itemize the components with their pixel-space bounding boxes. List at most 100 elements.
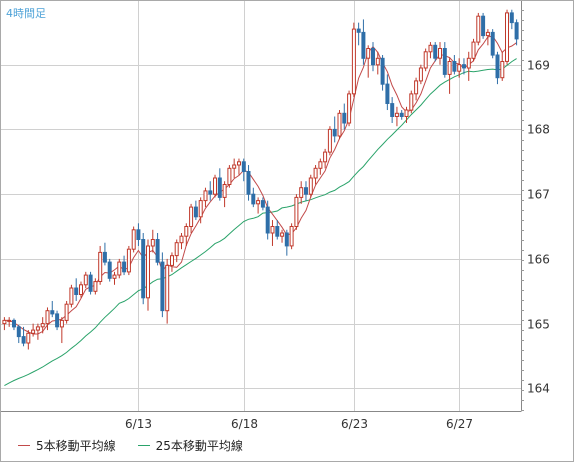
candle-up (126, 248, 131, 273)
candle-down (50, 310, 55, 315)
candle-up (35, 326, 40, 331)
candle-up (308, 177, 313, 195)
y-tick-label: 167 (527, 188, 550, 202)
candle-down (380, 57, 385, 85)
x-tick-label: 6/13 (125, 417, 152, 431)
candle-up (31, 329, 36, 334)
ma25-line (4, 58, 517, 387)
candle-up (112, 274, 117, 279)
candle-down (136, 229, 141, 241)
candle-up (289, 226, 294, 247)
candle-up (280, 232, 285, 237)
legend-item-ma25: 25本移動平均線 (137, 437, 243, 454)
candle-up (64, 303, 69, 321)
candle-up (174, 242, 179, 257)
candle-down (88, 274, 93, 292)
candle-up (471, 41, 476, 59)
candle-up (117, 261, 122, 276)
candle-up (59, 319, 64, 328)
candle-up (232, 164, 237, 169)
candle-up (366, 48, 371, 59)
grid-lines (0, 0, 521, 411)
legend-label-ma5: 5本移動平均線 (36, 439, 116, 453)
candle-up (93, 281, 98, 292)
candle-down (361, 31, 366, 59)
candle-up (505, 12, 509, 62)
candle-up (327, 128, 332, 153)
candle-down (481, 15, 486, 37)
candle-up (237, 161, 241, 166)
candle-up (227, 167, 232, 186)
candle-down (122, 261, 127, 273)
y-tick-label: 164 (527, 382, 550, 396)
candle-up (146, 245, 150, 299)
candle-up (165, 264, 170, 312)
candle-down (217, 177, 222, 198)
candle-up (203, 190, 208, 202)
candle-up (351, 28, 356, 95)
candle-down (304, 187, 308, 195)
candle-up (500, 61, 505, 79)
candle-up (457, 64, 462, 72)
candle-up (179, 235, 184, 244)
candle-down (12, 319, 16, 328)
ma25-swatch (137, 445, 150, 446)
candle-down (251, 193, 256, 205)
candles-layer (2, 9, 519, 350)
candle-up (323, 151, 328, 163)
candle-down (107, 261, 112, 279)
x-tick-label: 6/27 (446, 417, 473, 431)
candle-down (102, 251, 107, 263)
candle-down (342, 112, 347, 124)
candle-up (375, 57, 380, 66)
candle-down (490, 31, 495, 56)
candle-down (241, 161, 246, 173)
candle-down (160, 261, 165, 312)
candle-down (208, 190, 213, 195)
candle-down (16, 326, 21, 338)
legend-label-ma25: 25本移動平均線 (155, 439, 243, 453)
candle-up (337, 112, 342, 137)
candle-up (394, 112, 399, 118)
candle-down (495, 54, 500, 79)
candle-up (438, 48, 442, 59)
candle-up (98, 251, 103, 282)
candle-up (318, 161, 323, 169)
candle-down (141, 239, 146, 299)
candle-down (74, 287, 79, 295)
ma25-line-layer (4, 58, 517, 387)
candle-down (452, 61, 457, 72)
candle-down (193, 206, 198, 218)
candle-down (246, 171, 251, 195)
candle-up (404, 109, 409, 117)
y-tick-label: 168 (527, 123, 550, 137)
y-tick-label: 165 (527, 318, 550, 332)
candle-up (26, 332, 31, 344)
candle-up (7, 319, 12, 322)
candle-up (476, 15, 481, 43)
candle-up (423, 51, 428, 69)
candle-down (509, 12, 514, 24)
candle-down (442, 48, 447, 75)
candle-down (514, 22, 519, 40)
candle-down (284, 232, 289, 247)
candle-down (21, 336, 26, 344)
candle-down (399, 112, 404, 118)
candle-up (83, 274, 88, 286)
candle-up (2, 319, 7, 325)
x-tick-label: 6/18 (231, 417, 258, 431)
candle-up (299, 187, 304, 198)
candle-up (313, 167, 318, 179)
candle-up (189, 206, 194, 228)
candle-up (40, 323, 45, 328)
candle-down (275, 226, 280, 237)
candle-down (385, 83, 390, 104)
candle-up (347, 93, 352, 124)
candle-down (55, 313, 60, 328)
candle-up (485, 31, 490, 37)
candle-up (256, 200, 261, 205)
candle-up (428, 44, 433, 53)
candle-down (356, 28, 361, 33)
chart-title: 4時間足 (6, 7, 46, 20)
